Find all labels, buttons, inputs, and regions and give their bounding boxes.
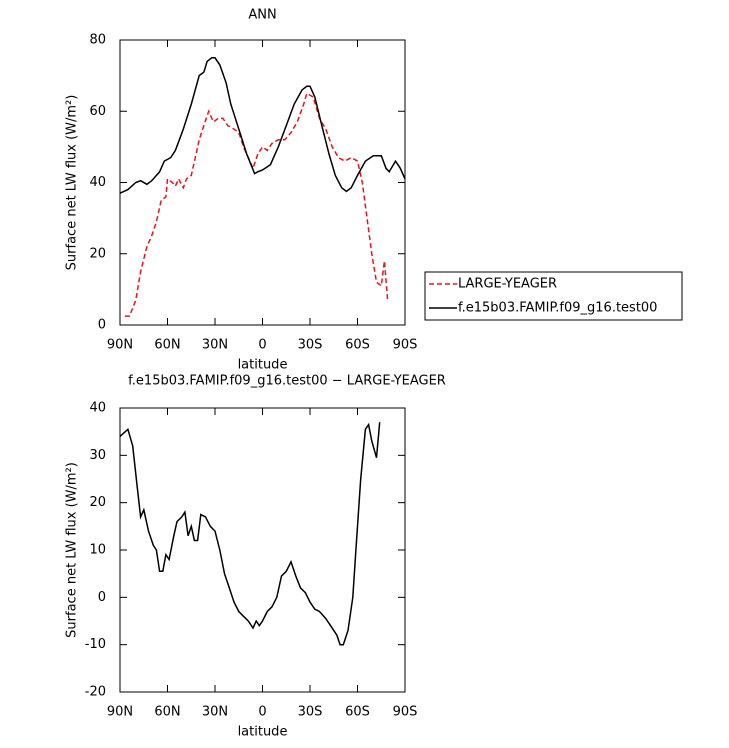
y-tick-label: 20 [89,246,106,261]
y-tick-label: 80 [89,33,106,48]
x-tick-label: 90N [107,338,133,353]
y-tick-label: 10 [89,543,106,558]
y-tick-label: 40 [89,175,106,190]
x-tick-label: 60N [154,705,180,720]
y-tick-label: -10 [85,637,106,652]
legend-label: LARGE-YEAGER [458,277,557,292]
y-tick-label: 40 [89,401,106,416]
data-line [124,92,389,317]
y-axis-label: Surface net LW flux (W/m²) [65,462,80,638]
x-tick-label: 90N [107,705,133,720]
y-tick-label: 0 [98,318,106,333]
legend-box [424,271,683,321]
x-tick-label: 30S [298,705,323,720]
x-tick-label: 60S [345,338,370,353]
data-line [119,422,381,646]
plot-frame [119,407,406,693]
x-axis-label: latitude [238,725,288,740]
x-tick-label: 30N [202,338,228,353]
x-tick-label: 0 [258,338,266,353]
x-tick-label: 30S [298,338,323,353]
y-tick-label: 0 [98,590,106,605]
x-tick-label: 90S [393,338,418,353]
data-line [119,57,406,194]
x-tick-label: 30N [202,705,228,720]
x-tick-label: 0 [258,705,266,720]
chart-title: ANN [248,8,276,23]
x-tick-label: 60S [345,705,370,720]
y-tick-label: 30 [89,448,106,463]
chart-title: f.e15b03.FAMIP.f09_g16.test00 − LARGE-YE… [128,374,446,389]
y-tick-label: -20 [85,685,106,700]
x-tick-label: 60N [154,338,180,353]
legend-label: f.e15b03.FAMIP.f09_g16.test00 [458,301,657,316]
x-axis-label: latitude [238,358,288,373]
y-tick-label: 20 [89,495,106,510]
y-tick-label: 60 [89,104,106,119]
x-tick-label: 90S [393,705,418,720]
y-axis-label: Surface net LW flux (W/m²) [65,95,80,271]
